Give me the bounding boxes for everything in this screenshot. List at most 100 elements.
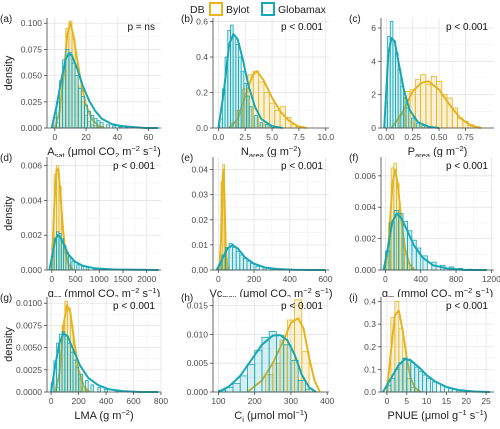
density-curve-globamax bbox=[50, 332, 159, 393]
histogram-bar-globamax bbox=[71, 260, 75, 271]
chart-panel: 0 400 800 1200 0.000 0.002 0.004 0.006 (f) p < 0.… bbox=[349, 153, 500, 302]
panel-label: (a) bbox=[0, 14, 12, 25]
x-tick-label: 400 bbox=[283, 274, 297, 284]
x-tick-label: 200 bbox=[247, 274, 261, 284]
y-tick-label: 0.010 bbox=[187, 329, 209, 339]
x-tick-label: 200 bbox=[248, 396, 262, 406]
histogram-bar-globamax bbox=[276, 335, 285, 393]
y-tick-label: 0.03 bbox=[191, 190, 208, 200]
y-tick-label: 0.025 bbox=[21, 97, 43, 107]
p-value-label: p < 0.001 bbox=[446, 161, 488, 172]
density-curve-globamax bbox=[383, 37, 440, 129]
x-tick-label: 1000 bbox=[90, 274, 109, 284]
panel-label: (d) bbox=[0, 153, 12, 164]
histogram-bar-globamax bbox=[405, 107, 410, 129]
histogram-bar-globamax bbox=[418, 371, 424, 393]
chart-panel: 0.00 0.25 0.50 0.75 0 2 4 6 (c) p < 0.001 Parea (g… bbox=[349, 14, 494, 160]
x-tick-label: 40 bbox=[113, 132, 123, 142]
y-tick-label: 0.2 bbox=[196, 88, 208, 98]
histogram-bar-globamax bbox=[386, 384, 392, 393]
density-curve-bylot bbox=[54, 304, 91, 393]
x-axis-title: Parea (g m−2) bbox=[408, 144, 468, 160]
x-tick-label: 0 bbox=[385, 396, 390, 406]
y-tick-label: 0.0075 bbox=[16, 320, 42, 330]
histogram-bar-globamax bbox=[68, 52, 73, 129]
x-tick-label: 60 bbox=[144, 132, 154, 142]
x-tick-label: 5 bbox=[404, 396, 409, 406]
x-tick-label: 0 bbox=[52, 132, 57, 142]
x-tick-label: 0 bbox=[216, 274, 221, 284]
panel-label: (c) bbox=[349, 14, 361, 25]
y-tick-label: 0.000 bbox=[21, 265, 43, 275]
y-tick-label: 0.000 bbox=[187, 387, 209, 397]
panel-label: (f) bbox=[349, 153, 358, 164]
histogram-bar-globamax bbox=[246, 260, 251, 271]
x-tick-label: 10.0 bbox=[318, 132, 335, 142]
x-tick-label: 0 bbox=[49, 396, 54, 406]
y-tick-label: 0.100 bbox=[21, 18, 43, 28]
histogram-bar-globamax bbox=[247, 363, 256, 393]
histogram-bar-globamax bbox=[238, 56, 242, 129]
x-tick-label: 400 bbox=[99, 396, 113, 406]
x-tick-label: 0.0 bbox=[212, 132, 224, 142]
histogram-bar-globamax bbox=[283, 344, 292, 393]
x-tick-label: 400 bbox=[320, 396, 334, 406]
histogram-bar-globamax bbox=[426, 378, 431, 393]
x-tick-label: 0 bbox=[383, 274, 388, 284]
y-tick-label: 0.0050 bbox=[16, 343, 42, 353]
y-tick-label: 0.3 bbox=[364, 319, 376, 329]
legend-title: DB bbox=[190, 4, 205, 16]
legend-label-bylot: Bylot bbox=[226, 4, 249, 16]
x-tick-label: 1500 bbox=[114, 274, 133, 284]
histogram-bar-globamax bbox=[61, 331, 66, 393]
histogram-bar-globamax bbox=[239, 254, 244, 271]
y-tick-label: 4 bbox=[371, 56, 376, 66]
histogram-bar-globamax bbox=[246, 95, 250, 129]
y-tick-label: 0.0 bbox=[364, 387, 376, 397]
y-tick-label: 6 bbox=[371, 23, 376, 33]
y-tick-label: 0.2 bbox=[364, 342, 376, 352]
x-axis-title: Ci (μmol mol−1) bbox=[234, 408, 307, 424]
histogram-bar-globamax bbox=[72, 359, 77, 393]
x-tick-label: 400 bbox=[414, 274, 428, 284]
histogram-bar-globamax bbox=[242, 258, 248, 271]
x-axis-title: PNUE (μmol g−1 s−1) bbox=[388, 408, 488, 422]
y-tick-label: 0.075 bbox=[21, 44, 43, 54]
histogram-bar-globamax bbox=[416, 122, 420, 129]
x-tick-label: 200 bbox=[71, 396, 85, 406]
x-tick-label: 100 bbox=[211, 396, 225, 406]
y-tick-label: 0.002 bbox=[21, 230, 43, 240]
histogram-bar-bylot bbox=[425, 84, 432, 129]
x-tick-label: 25 bbox=[481, 396, 491, 406]
y-tick-label: 0.4 bbox=[196, 52, 208, 62]
histogram-bar-globamax bbox=[76, 264, 80, 271]
x-tick-label: 10 bbox=[422, 396, 432, 406]
x-tick-label: 0.50 bbox=[431, 132, 448, 142]
histogram-bar-globamax bbox=[394, 368, 400, 393]
chart-panel: 0 20 40 60 0.000 0.025 0.050 0.075 0.100 (a) p = n… bbox=[0, 14, 161, 160]
histogram-bar-globamax bbox=[240, 70, 245, 129]
histogram-bar-globamax bbox=[264, 124, 269, 129]
histogram-bar-globamax bbox=[393, 209, 400, 271]
chart-panel: 0.0 2.5 5.0 7.5 10.0 0.0 0.2 0.4 0.6(b) p < 0.001… bbox=[181, 14, 334, 160]
density-curve-bylot bbox=[50, 168, 74, 271]
histogram-bar-globamax bbox=[80, 96, 85, 129]
y-tick-label: 0.04 bbox=[191, 165, 208, 175]
p-value-label: p < 0.001 bbox=[281, 301, 323, 312]
density-curve-globamax bbox=[50, 52, 158, 129]
p-value-label: p < 0.001 bbox=[113, 161, 155, 172]
plot-background bbox=[213, 297, 329, 392]
histogram-bar-globamax bbox=[232, 246, 237, 271]
histogram-bar-globamax bbox=[67, 342, 71, 393]
p-value-label: p < 0.001 bbox=[281, 161, 323, 172]
histogram-bar-globamax bbox=[96, 120, 101, 129]
histogram-bar-globamax bbox=[297, 380, 306, 393]
density-curve-bylot bbox=[53, 22, 106, 129]
histogram-bar-globamax bbox=[87, 110, 92, 129]
histogram-bar-globamax bbox=[254, 350, 263, 393]
p-value-label: p < 0.001 bbox=[281, 22, 323, 33]
y-tick-label: 0.0000 bbox=[16, 387, 42, 397]
x-tick-label: 500 bbox=[68, 274, 82, 284]
panel-label: (h) bbox=[181, 293, 193, 304]
panel-label: (i) bbox=[349, 293, 358, 304]
